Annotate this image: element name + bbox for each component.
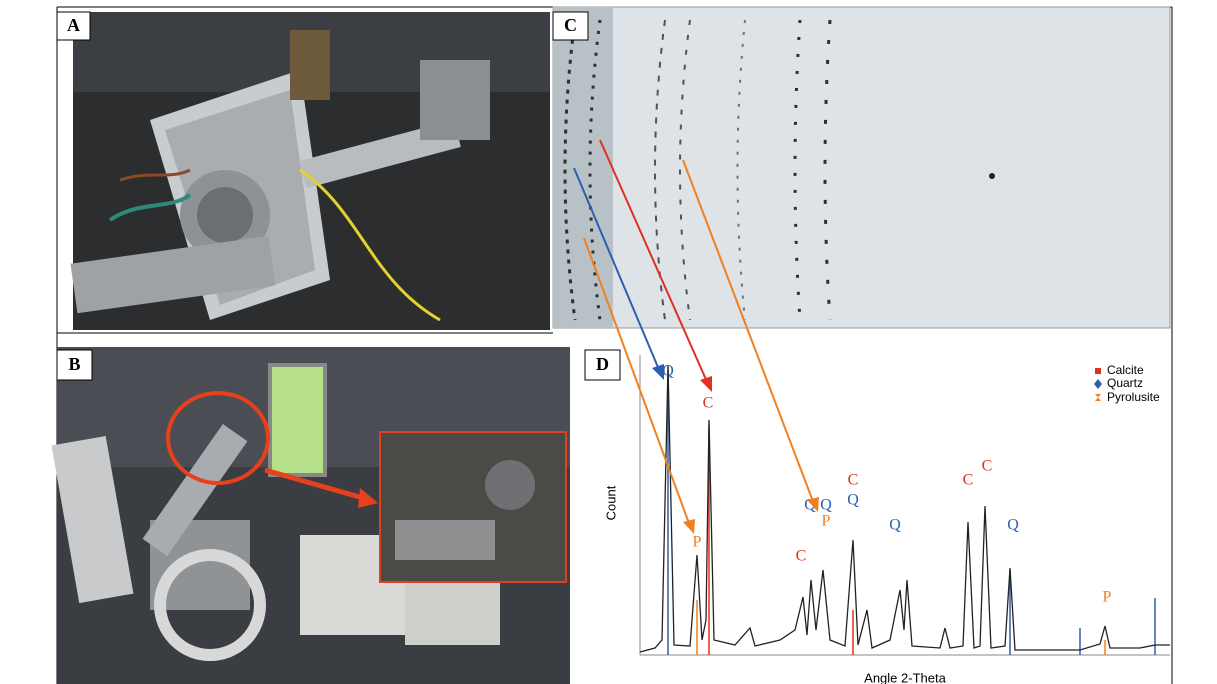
peak-label: P bbox=[822, 513, 831, 530]
peak-labels: Q C P C Q Q P C Q Q C C Q P bbox=[662, 363, 1111, 606]
panel-label: B bbox=[68, 354, 80, 374]
plot-frame bbox=[639, 355, 1170, 656]
legend-marker bbox=[1094, 379, 1102, 389]
photo-c bbox=[552, 6, 1171, 329]
peak-label: Q bbox=[820, 497, 832, 514]
peak-label: C bbox=[796, 548, 807, 565]
legend-label: Calcite bbox=[1107, 363, 1144, 377]
panel-label-box bbox=[56, 349, 93, 381]
peak-label: Q bbox=[847, 492, 859, 509]
y-axis-label: Count bbox=[603, 485, 618, 520]
peak-label: Q bbox=[1007, 517, 1019, 534]
legend-label: Quartz bbox=[1107, 376, 1143, 390]
x-axis-label: Angle 2-Theta bbox=[864, 670, 946, 684]
diffractogram bbox=[639, 364, 1170, 653]
photo-a bbox=[70, 12, 550, 330]
peak-label: C bbox=[703, 395, 714, 412]
peak-label: C bbox=[982, 458, 993, 475]
panel-label-box bbox=[56, 11, 91, 41]
peak-label: P bbox=[1103, 589, 1112, 606]
panel-label: A bbox=[67, 15, 80, 35]
legend-marker bbox=[1095, 368, 1101, 374]
arrows bbox=[573, 139, 819, 534]
legend-marker bbox=[1095, 394, 1101, 401]
photo-b bbox=[51, 347, 570, 684]
legend: Calcite Quartz Pyrolusite bbox=[1094, 363, 1160, 404]
peak-label: Q bbox=[889, 517, 901, 534]
panel-label-box bbox=[552, 11, 589, 41]
panel-label-box bbox=[584, 349, 621, 381]
peak-label: C bbox=[963, 472, 974, 489]
legend-label: Pyrolusite bbox=[1107, 390, 1160, 404]
panel-label: C bbox=[564, 15, 577, 35]
peak-label: P bbox=[693, 534, 702, 551]
peak-label: C bbox=[848, 472, 859, 489]
peak-label: Q bbox=[662, 363, 674, 380]
panel-label: D bbox=[596, 354, 609, 374]
reference-sticks bbox=[667, 370, 1156, 655]
